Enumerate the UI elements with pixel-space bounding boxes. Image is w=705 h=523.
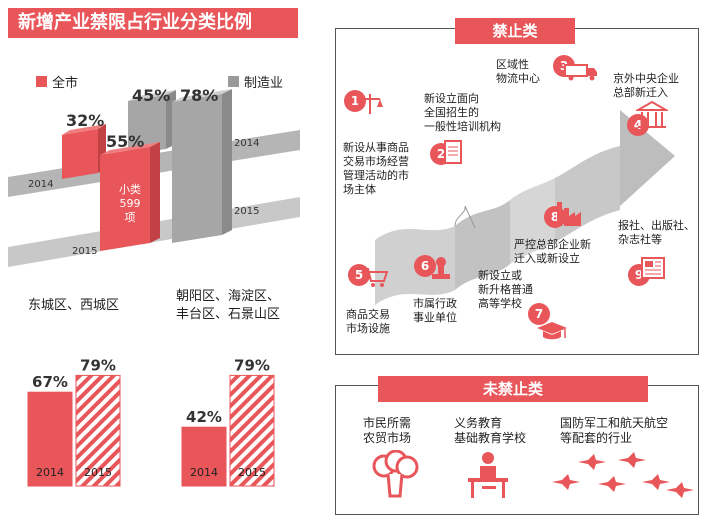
bar-note-line-2: 599 (119, 197, 141, 210)
banned-item-8-text: 严控总部企业新 迁入或新设立 (514, 238, 591, 265)
year-label-2014-right: 2014 (234, 138, 260, 149)
year-label-2015-right: 2015 (234, 206, 260, 217)
not-banned-item-3-text: 国防军工和航天航空 等配套的行业 (560, 416, 669, 445)
district-bar-charts: 67% 2014 79% 2015 42% 2014 79% 2015 (27, 356, 275, 487)
bar-city-2014-top (62, 124, 106, 135)
bar-note-line-1: 小类 (119, 183, 141, 196)
district2-bar-2014 (181, 426, 227, 487)
legend-label-city: 全市 (52, 76, 79, 91)
banned-item-7-text: 新设立或 新升格普通 高等学校 (478, 269, 533, 310)
district2-title-line-1: 朝阳区、海淀区、 (176, 289, 281, 304)
pct-city-2014: 32% (66, 111, 105, 130)
shopping-cart-icon (363, 268, 388, 287)
district1-year-2015: 2015 (84, 466, 112, 479)
district2-year-2015: 2015 (238, 466, 266, 479)
top-bar-chart (8, 89, 300, 267)
page-title: 新增产业禁限占行业分类比例 (8, 8, 298, 38)
truck-icon (564, 64, 597, 81)
district2-year-2014: 2014 (190, 466, 218, 479)
bar-manufacturing-2014-top (128, 90, 176, 101)
document-icon (444, 140, 462, 164)
district2-pct-2014: 42% (186, 408, 222, 426)
district1-bar-2015 (75, 374, 121, 487)
district1-title: 东城区、西城区 (28, 298, 120, 313)
district2-title: 朝阳区、海淀区、 丰台区、石景山区 (176, 288, 280, 324)
building-icon (636, 100, 668, 128)
pct-manufacturing-2014: 45% (132, 86, 171, 105)
district1-pct-2015: 79% (80, 356, 116, 374)
banned-item-2-text: 新设立面向 全国招生的 一般性培训机构 (424, 92, 501, 133)
legend-swatch-manufacturing (228, 76, 239, 87)
year-label-2015-left: 2015 (72, 246, 98, 257)
not-banned-item-2-text: 义务教育 基础教育学校 (454, 416, 527, 445)
student-desk-icon (468, 452, 508, 498)
pct-manufacturing-2015: 78% (180, 86, 219, 105)
banned-item-9-text: 报社、出版社、 杂志社等 (618, 219, 695, 246)
district2-pct-2015: 79% (234, 356, 270, 374)
not-banned-item-1-text: 市民所需 农贸市场 (363, 416, 412, 445)
legend-swatch-city (36, 76, 47, 87)
legend-label-manufacturing: 制造业 (244, 76, 284, 91)
bar-note: 小类 599 项 (108, 183, 152, 225)
bar-manufacturing-2014 (128, 95, 166, 155)
bar-manufacturing-2015 (172, 94, 222, 243)
fighter-jets-icon (552, 452, 694, 498)
banned-item-3-text: 区域性 物流中心 (496, 58, 540, 85)
not-banned-title: 未禁止类 (378, 376, 648, 402)
banned-item-7-number: 7 (528, 303, 550, 325)
district2-bar-2015 (229, 374, 275, 487)
district2-title-line-2: 丰台区、石景山区 (176, 307, 281, 322)
bar-city-2015 (100, 147, 150, 251)
year-label-2014-left: 2014 (28, 179, 54, 190)
scales-icon (357, 94, 383, 114)
banned-item-1-text: 新设从事商品 交易市场经营 管理活动的市 场主体 (343, 141, 409, 196)
stamp-icon (432, 257, 450, 279)
pct-city-2015: 55% (106, 132, 145, 151)
factory-icon (557, 202, 581, 226)
newspaper-icon (641, 257, 665, 279)
district1-bar-2014 (27, 391, 73, 487)
bar-manufacturing-2015-top (172, 89, 232, 102)
bar-city-2015-side (150, 142, 160, 243)
bar-note-line-3: 项 (124, 211, 136, 224)
bar-manufacturing-2015-side (222, 89, 232, 235)
banned-item-5-text: 商品交易 市场设施 (346, 308, 390, 335)
district1-pct-2014: 67% (32, 373, 68, 391)
district1-year-2014: 2014 (36, 466, 64, 479)
broccoli-icon (372, 450, 419, 498)
banned-item-6-text: 市属行政 事业单位 (413, 297, 457, 324)
bar-city-2015-top (100, 142, 160, 155)
banned-title: 禁止类 (455, 18, 575, 44)
banned-item-4-text: 京外中央企业 总部新迁入 (613, 72, 679, 99)
graduation-cap-icon (537, 322, 567, 340)
banned-item-6-number: 6 (414, 255, 436, 277)
bar-city-2014 (62, 129, 98, 179)
banned-item-4-number: 4 (627, 114, 649, 136)
